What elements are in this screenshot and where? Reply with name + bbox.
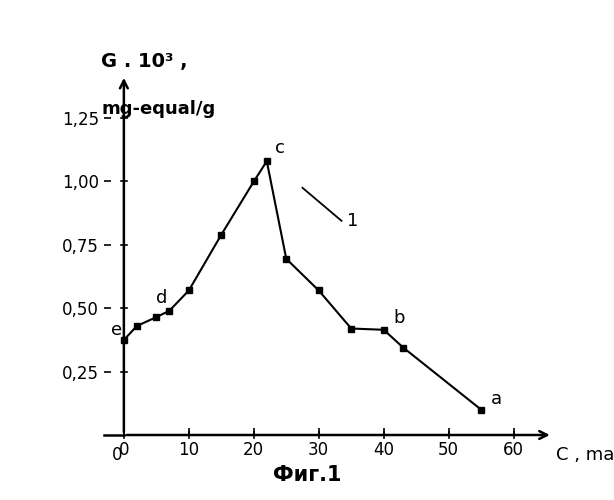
- Text: mg-equal/g: mg-equal/g: [101, 100, 216, 118]
- Text: c: c: [274, 140, 284, 158]
- Text: d: d: [157, 289, 168, 307]
- Text: C , mass %: C , mass %: [556, 446, 614, 464]
- Text: b: b: [394, 310, 405, 328]
- Text: e: e: [111, 320, 122, 338]
- Text: 1: 1: [347, 212, 358, 230]
- Text: Фиг.1: Фиг.1: [273, 465, 341, 485]
- Text: G . 10³ ,: G . 10³ ,: [101, 52, 188, 72]
- Text: 0: 0: [112, 446, 123, 464]
- Text: a: a: [491, 390, 502, 408]
